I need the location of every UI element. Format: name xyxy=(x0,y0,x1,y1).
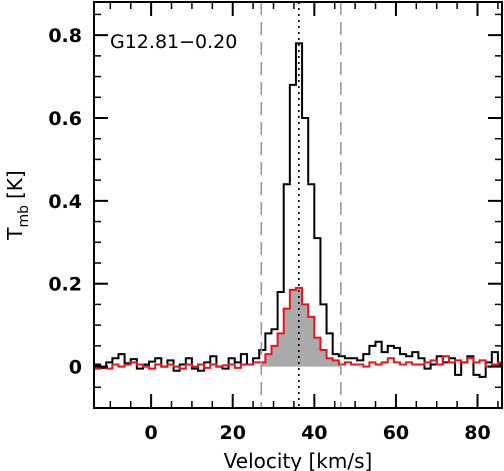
y-tick-label: 0.4 xyxy=(48,191,82,213)
x-tick-label: 80 xyxy=(464,422,490,444)
y-axis-label-unit: [K] xyxy=(3,170,27,199)
x-tick-label: 20 xyxy=(219,422,245,444)
series-1-fill xyxy=(261,287,341,367)
x-tick-label: 0 xyxy=(145,422,158,444)
x-tick-label: 60 xyxy=(383,422,409,444)
y-axis-label-subscript: mb xyxy=(16,205,32,228)
plot-area xyxy=(94,2,502,408)
y-tick-label: 0.2 xyxy=(48,274,82,296)
x-tick-label: 40 xyxy=(301,422,327,444)
plot-layer xyxy=(94,2,502,408)
x-axis-label: Velocity [km/s] xyxy=(224,449,373,471)
y-axis-label: Tmb [K] xyxy=(3,170,32,240)
plot-frame xyxy=(93,1,503,409)
axis-ticks: 0 20 40 60 80 0 0.2 0.4 0.6 0.8 xyxy=(48,2,502,444)
source-annotation: G12.81−0.20 xyxy=(110,31,237,53)
y-tick-label: 0 xyxy=(69,357,82,379)
y-axis-label-main: T xyxy=(3,227,27,241)
y-tick-label: 0.8 xyxy=(48,25,82,47)
series-1-line xyxy=(94,286,502,370)
y-tick-label: 0.6 xyxy=(48,108,82,130)
